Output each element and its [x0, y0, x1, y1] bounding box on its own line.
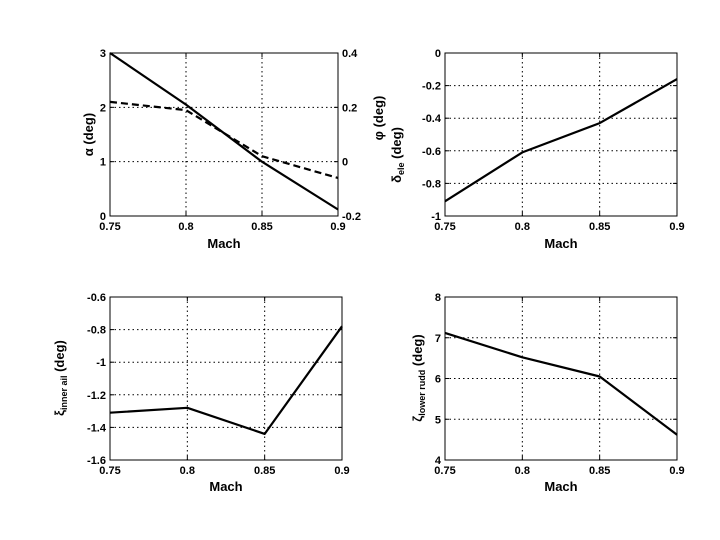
x-tick-label: 0.75 [99, 221, 120, 233]
ylabel-xi-unit: (deg) [52, 340, 67, 375]
x-tick-label: 0.8 [178, 221, 193, 233]
y-tick-label: -0.2 [422, 81, 441, 93]
x-tick-label: 0.9 [334, 465, 349, 477]
y-right-tick-label: -0.2 [342, 211, 361, 223]
ylabel-zeta-lower-rudd: ζlower rudd (deg) [410, 334, 427, 421]
panel-xi-inner-ail: 0.75 0.8 0.85 0.9 -1.6 -1.4 -1.2 -1 -0.8 -0.6 Mac… [52, 292, 350, 494]
ylabel-delta-symbol: δ [389, 175, 404, 183]
x-tick-label: 0.75 [434, 221, 455, 233]
series-line-solid [444, 78, 678, 203]
y-tick-label: 6 [435, 374, 441, 386]
y-tick-label: 7 [435, 333, 441, 345]
x-tick-label: 0.75 [99, 465, 120, 477]
series-zeta-lower-rudd [444, 331, 678, 436]
series-line-solid [109, 325, 343, 435]
x-tick-label: 0.8 [515, 465, 530, 477]
axes-frame-zeta-lower-rudd [444, 296, 678, 461]
x-tick-label: 0.85 [589, 221, 610, 233]
y-tick-label: 8 [435, 292, 441, 304]
y-tick-label: -1.6 [87, 455, 106, 467]
ylabel-xi-inner-ail: ξinner ail (deg) [52, 340, 69, 416]
series-line-dashed [109, 100, 339, 180]
series-delta-ele [444, 78, 678, 203]
series-xi-inner-ail [109, 325, 343, 435]
y-tick-label: -1.4 [87, 422, 107, 434]
xlabel-zeta-lower-rudd: Mach [544, 479, 577, 494]
panel-delta-ele: 0.75 0.8 0.85 0.9 -1 -0.8 -0.6 -0.4 -0.2 0 Mach δ… [389, 48, 685, 251]
y-right-tick-label: 0 [342, 157, 348, 169]
ylabel-delta-ele: δele (deg) [389, 127, 406, 183]
series-alpha [109, 52, 339, 211]
y-tick-label: -0.8 [87, 325, 106, 337]
y-tick-label: -0.6 [422, 146, 441, 158]
ylabel-xi-symbol: ξ [52, 410, 67, 416]
ticks-xi-inner-ail: 0.75 0.8 0.85 0.9 -1.6 -1.4 -1.2 -1 -0.8 -0.6 [87, 292, 350, 477]
x-tick-label: 0.85 [251, 221, 272, 233]
y-tick-label: 2 [100, 102, 106, 114]
xlabel-xi-inner-ail: Mach [209, 479, 242, 494]
series-line-solid [444, 331, 678, 436]
ylabel-zeta-unit: (deg) [410, 334, 425, 369]
y-tick-label: -1.2 [87, 390, 106, 402]
y-right-tick-label: 0.2 [342, 102, 357, 114]
ylabel-xi-sub: inner ail [59, 376, 69, 411]
ylabel-phi: φ (deg) [371, 96, 386, 141]
y-tick-label: 3 [100, 48, 106, 60]
xlabel-alpha: Mach [207, 236, 240, 251]
y-tick-label: -0.4 [422, 113, 442, 125]
x-tick-label: 0.9 [669, 465, 684, 477]
grid-xi-inner-ail [110, 297, 342, 460]
axes-frame-alpha [109, 52, 339, 217]
grid-delta-ele [445, 53, 677, 216]
ylabel-zeta-sub: lower rudd [417, 370, 427, 416]
x-tick-label: 0.75 [434, 465, 455, 477]
ticks-zeta-lower-rudd: 0.75 0.8 0.85 0.9 4 5 6 7 8 [434, 292, 684, 477]
y-tick-label: 0 [435, 48, 441, 60]
ylabel-alpha: α (deg) [81, 113, 96, 156]
x-tick-label: 0.8 [515, 221, 530, 233]
panel-alpha: 0.75 0.8 0.85 0.9 0 1 2 3 -0.2 0 0.2 0.4 Mach α (de… [81, 48, 386, 251]
ylabel-delta-sub: ele [396, 162, 406, 175]
y-right-tick-label: 0.4 [342, 48, 358, 60]
x-tick-label: 0.85 [254, 465, 275, 477]
ylabel-zeta-symbol: ζ [410, 416, 425, 422]
xlabel-delta-ele: Mach [544, 236, 577, 251]
axes-frame-xi-inner-ail [109, 296, 343, 461]
y-tick-label: -1 [431, 211, 441, 223]
x-tick-label: 0.9 [330, 221, 345, 233]
x-tick-label: 0.85 [589, 465, 610, 477]
ylabel-delta-unit: (deg) [389, 127, 404, 162]
y-tick-label: 1 [100, 157, 106, 169]
y-tick-label: 0 [100, 211, 106, 223]
axes-frame-delta-ele [444, 52, 678, 217]
y-tick-label: -0.6 [87, 292, 106, 304]
panel-zeta-lower-rudd: 0.75 0.8 0.85 0.9 4 5 6 7 8 Mach ζlower rudd (de… [410, 292, 685, 494]
ticks-delta-ele: 0.75 0.8 0.85 0.9 -1 -0.8 -0.6 -0.4 -0.2 0 [422, 48, 685, 233]
x-tick-label: 0.9 [669, 221, 684, 233]
x-tick-label: 0.8 [180, 465, 195, 477]
y-tick-label: -1 [96, 357, 106, 369]
y-tick-label: -0.8 [422, 178, 441, 190]
y-tick-label: 4 [435, 455, 442, 467]
grid-zeta-lower-rudd [445, 297, 677, 460]
ticks-alpha: 0.75 0.8 0.85 0.9 0 1 2 3 -0.2 0 0.2 0.4 [99, 48, 361, 233]
grid-alpha [110, 53, 338, 216]
y-tick-label: 5 [435, 414, 441, 426]
series-line-solid [109, 52, 339, 211]
